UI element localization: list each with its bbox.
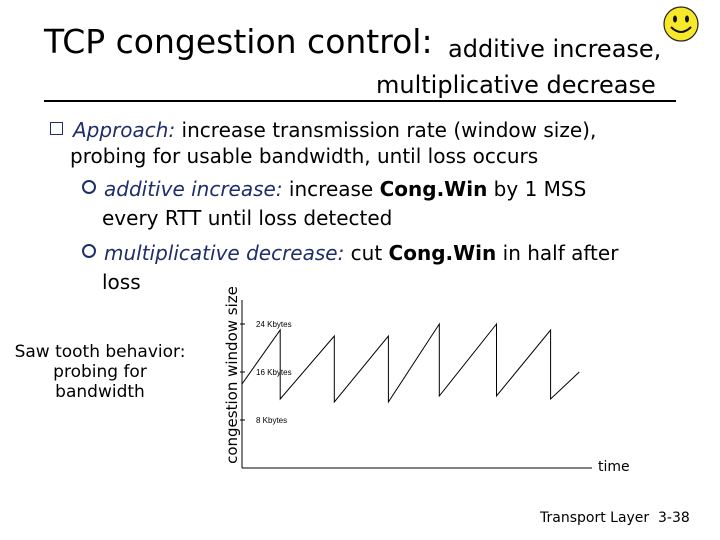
additive-congwin: Cong.Win [379,177,488,201]
round-bullet-icon [82,180,96,194]
mult-congwin: Cong.Win [388,241,497,265]
sawtooth-note: Saw tooth behavior: probing for bandwidt… [14,342,186,402]
bullet-multiplicative-decrease: multiplicative decrease: cut Cong.Win in… [82,241,618,265]
y-tick-label: 16 Kbytes [256,368,292,377]
square-bullet-icon [50,122,63,135]
page-title-line-2: multiplicative decrease [376,71,656,99]
approach-text-2: probing for usable bandwidth, until loss… [70,144,539,168]
chart-y-ticks: 8 Kbytes 16 Kbytes 24 Kbytes [240,320,292,425]
additive-label: additive increase: [104,177,283,201]
mult-label: multiplicative decrease: [104,241,345,265]
footer-section: Transport Layer [540,510,650,526]
mult-text-a: cut [344,241,389,265]
additive-text-b: by 1 MSS [487,177,587,201]
footer-page-number: 3-38 [658,510,690,526]
chart-series-line [241,322,580,404]
approach-text-1: increase transmission rate (window size)… [175,118,597,142]
additive-text-a: increase [282,177,380,201]
page-title-line-1: additive increase, [448,35,662,63]
page-title: TCP congestion control: [44,22,433,61]
round-bullet-icon [82,244,96,258]
mult-text-b: in half after [496,241,619,265]
title-underline [44,100,676,102]
approach-label: Approach: [73,118,176,142]
chart-x-axis-label: time [598,459,630,475]
y-tick-label: 8 Kbytes [256,416,287,425]
mult-text-2: loss [102,270,141,294]
bullet-approach: Approach: increase transmission rate (wi… [50,118,596,142]
smiley-face-icon [663,6,699,42]
y-tick-label: 24 Kbytes [256,320,292,329]
additive-text-2: every RTT until loss detected [102,206,393,230]
bullet-additive-increase: additive increase: increase Cong.Win by … [82,177,586,201]
